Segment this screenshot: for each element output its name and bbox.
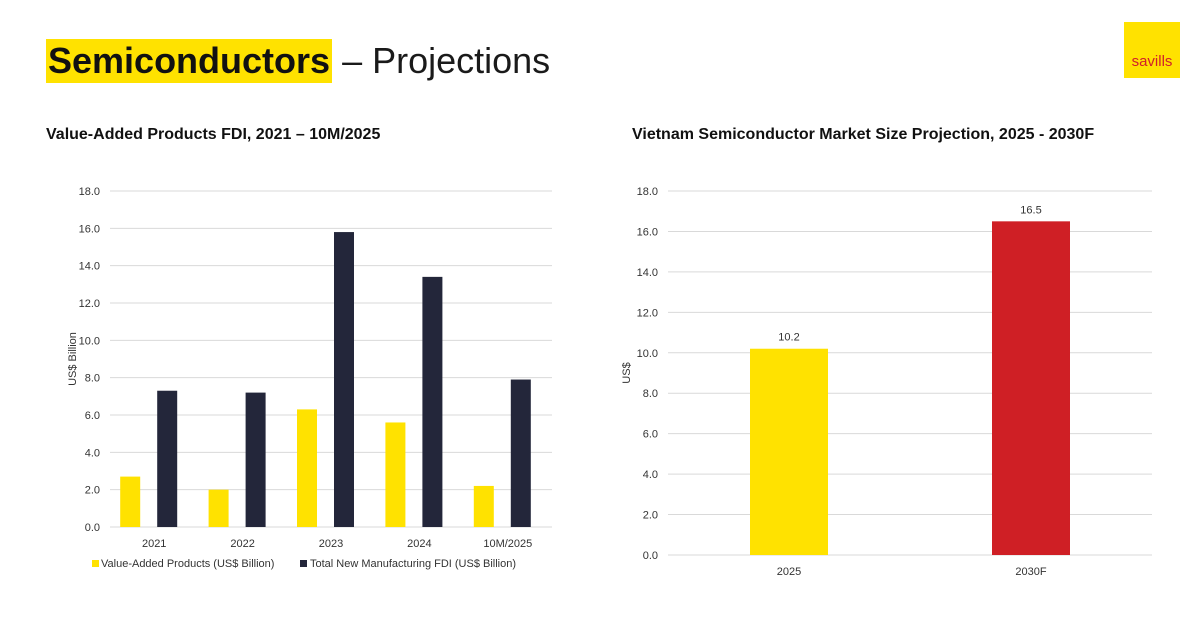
market-y-tick-label: 12.0 bbox=[637, 307, 658, 319]
fdi-bar-total-manufacturing bbox=[157, 390, 178, 527]
market-data-label: 10.2 bbox=[778, 332, 799, 344]
market-bar-2030f bbox=[992, 221, 1070, 556]
fdi-bar-value-added bbox=[208, 489, 229, 527]
fdi-y-tick-label: 18.0 bbox=[79, 186, 100, 198]
fdi-y-tick-label: 8.0 bbox=[85, 373, 100, 385]
fdi-bar-total-manufacturing bbox=[422, 276, 443, 527]
fdi-x-tick-label: 2023 bbox=[319, 538, 343, 550]
market-data-label: 16.5 bbox=[1020, 204, 1041, 216]
market-x-tick-label: 2030F bbox=[1015, 566, 1046, 578]
fdi-x-tick-label: 2022 bbox=[230, 538, 254, 550]
fdi-bar-total-manufacturing bbox=[245, 392, 266, 527]
market-y-tick-label: 0.0 bbox=[643, 550, 658, 562]
fdi-y-tick-label: 4.0 bbox=[85, 447, 100, 459]
market-y-tick-label: 4.0 bbox=[643, 469, 658, 481]
fdi-chart-title: Value-Added Products FDI, 2021 – 10M/202… bbox=[46, 126, 381, 143]
fdi-y-tick-label: 0.0 bbox=[85, 522, 100, 534]
fdi-legend-swatch-value-added bbox=[92, 560, 99, 567]
fdi-bar-value-added bbox=[297, 409, 317, 527]
market-bar-2025 bbox=[750, 348, 828, 555]
fdi-bar-value-added bbox=[385, 422, 406, 527]
fdi-y-tick-label: 12.0 bbox=[79, 298, 100, 310]
fdi-y-tick-label: 16.0 bbox=[79, 223, 100, 235]
fdi-bar-total-manufacturing bbox=[510, 379, 531, 527]
market-y-axis-label: US$ bbox=[621, 362, 633, 383]
fdi-x-tick-label: 2024 bbox=[407, 538, 431, 550]
fdi-y-tick-label: 2.0 bbox=[85, 485, 100, 497]
fdi-y-axis-label: US$ Billion bbox=[67, 332, 79, 386]
market-y-tick-label: 6.0 bbox=[643, 429, 658, 441]
fdi-bar-value-added bbox=[473, 485, 494, 527]
page-title: Semiconductors – Projections bbox=[46, 38, 550, 84]
fdi-bar-value-added bbox=[120, 476, 141, 527]
market-y-tick-label: 8.0 bbox=[643, 388, 658, 400]
market-y-tick-label: 16.0 bbox=[637, 226, 658, 238]
fdi-x-tick-label: 2021 bbox=[142, 538, 166, 550]
savills-logo: savills bbox=[1124, 22, 1180, 78]
fdi-y-tick-label: 14.0 bbox=[79, 261, 100, 273]
fdi-legend-swatch-total-manufacturing bbox=[300, 560, 307, 567]
market-y-tick-label: 2.0 bbox=[643, 510, 658, 522]
fdi-legend-label-value-added: Value-Added Products (US$ Billion) bbox=[101, 558, 274, 570]
logo-text: savills bbox=[1131, 53, 1173, 70]
page-title-rest: – Projections bbox=[342, 40, 551, 81]
fdi-y-tick-label: 6.0 bbox=[85, 410, 100, 422]
fdi-y-tick-label: 10.0 bbox=[79, 335, 100, 347]
market-chart-title: Vietnam Semiconductor Market Size Projec… bbox=[632, 126, 1095, 143]
fdi-legend-label-total-manufacturing: Total New Manufacturing FDI (US$ Billion… bbox=[310, 558, 516, 570]
page-title-highlight: Semiconductors bbox=[46, 39, 333, 83]
market-y-tick-label: 10.0 bbox=[637, 348, 658, 360]
market-y-tick-label: 18.0 bbox=[637, 186, 658, 198]
market-y-tick-label: 14.0 bbox=[637, 267, 658, 279]
fdi-x-tick-label: 10M/2025 bbox=[483, 538, 532, 550]
fdi-bar-total-manufacturing bbox=[334, 232, 354, 528]
market-x-tick-label: 2025 bbox=[777, 566, 801, 578]
